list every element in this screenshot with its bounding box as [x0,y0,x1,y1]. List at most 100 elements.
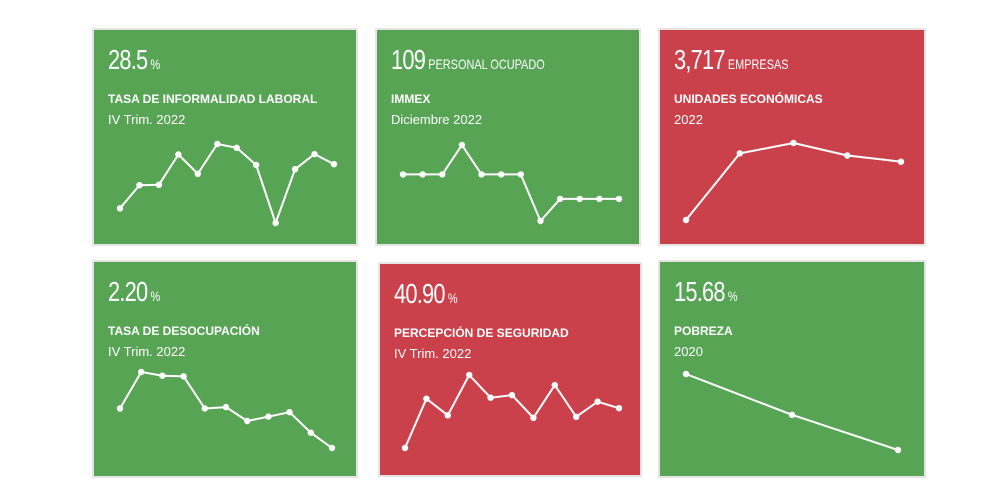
sparkline-chart [682,370,902,454]
series-line [404,374,620,449]
value-number: 3,717 [674,44,726,75]
data-point[interactable] [498,171,505,178]
data-point[interactable] [682,370,690,378]
data-point[interactable] [444,412,451,419]
series-line [403,144,619,222]
indicator-card-percepcion-seguridad[interactable]: 40.90% PERCEPCIÓN DE SEGURIDAD IV Trim. … [378,262,642,477]
data-point[interactable] [155,181,163,188]
indicator-period: Diciembre 2022 [391,112,483,127]
data-point[interactable] [682,216,690,224]
data-point[interactable] [194,170,201,177]
indicator-value: 15.68% [674,276,738,308]
indicator-period: 2022 [674,112,703,127]
data-point[interactable] [439,171,446,178]
data-point[interactable] [517,171,524,178]
data-point[interactable] [537,217,544,225]
value-number: 109 [391,44,426,75]
indicator-card-informalidad[interactable]: 28.5% TASA DE INFORMALIDAD LABORAL IV Tr… [92,28,358,246]
data-point[interactable] [487,394,494,401]
value-unit: PERSONAL OCUPADO [428,56,545,72]
indicator-card-unidades-economicas[interactable]: 3,717 EMPRESAS UNIDADES ECONÓMICAS 2022 [658,28,926,246]
data-point[interactable] [222,403,230,411]
value-unit: % [727,288,738,304]
data-point[interactable] [159,372,166,379]
data-point[interactable] [790,139,797,147]
data-point[interactable] [551,381,558,389]
data-point[interactable] [419,171,426,178]
indicator-value: 3,717 EMPRESAS [674,44,789,76]
sparkline-chart [682,139,905,224]
indicator-period: IV Trim. 2022 [108,112,186,127]
indicator-value: 2.20% [108,276,160,308]
data-point[interactable] [897,158,905,165]
indicator-title: TASA DE DESOCUPACIÓN [108,324,260,338]
sparkline-chart [116,140,338,227]
indicator-value: 109 PERSONAL OCUPADO [391,44,545,76]
indicator-title: UNIDADES ECONÓMICAS [674,92,823,106]
value-number: 15.68 [674,276,726,307]
indicator-period: 2020 [674,344,703,359]
data-point[interactable] [530,414,537,421]
data-point[interactable] [556,195,564,203]
data-point[interactable] [311,150,318,158]
indicator-value: 28.5% [108,44,160,76]
series-line [685,142,902,221]
indicator-card-pobreza[interactable]: 15.68% POBREZA 2020 [658,260,926,478]
data-point[interactable] [244,417,251,425]
sparkline-chart [116,368,336,452]
data-point[interactable] [286,409,293,416]
data-point[interactable] [201,405,208,412]
data-point[interactable] [615,195,623,203]
data-point[interactable] [736,150,743,157]
data-point[interactable] [116,205,124,212]
value-unit: % [150,56,161,72]
indicator-card-immex[interactable]: 109 PERSONAL OCUPADO IMMEX Diciembre 2022 [375,28,641,246]
data-point[interactable] [116,405,124,412]
data-point[interactable] [253,161,260,169]
value-unit: % [447,290,458,306]
indicator-period: IV Trim. 2022 [108,344,186,359]
data-point[interactable] [180,373,187,380]
data-point[interactable] [136,182,143,189]
value-unit: % [150,288,161,304]
data-point[interactable] [330,161,338,168]
indicator-card-desocupacion[interactable]: 2.20% TASA DE DESOCUPACIÓN IV Trim. 2022 [92,260,358,478]
data-point[interactable] [291,166,299,173]
value-number: 40.90 [394,278,446,309]
data-point[interactable] [214,140,221,148]
data-point[interactable] [307,429,314,436]
data-point[interactable] [401,444,409,452]
value-number: 2.20 [108,276,148,307]
indicator-title: POBREZA [674,324,733,338]
indicator-title: TASA DE INFORMALIDAD LABORAL [108,92,318,106]
data-point[interactable] [615,405,623,412]
indicator-title: PERCEPCIÓN DE SEGURIDAD [394,326,569,340]
sparkline-chart [399,141,623,225]
data-point[interactable] [399,171,407,178]
indicator-period: IV Trim. 2022 [394,346,472,361]
data-point[interactable] [596,195,603,203]
data-point[interactable] [844,152,851,159]
data-point[interactable] [265,413,272,420]
data-point[interactable] [788,411,796,418]
data-point[interactable] [233,144,240,151]
data-point[interactable] [466,371,473,379]
data-point[interactable] [508,391,516,399]
indicator-title: IMMEX [391,92,431,106]
data-point[interactable] [138,368,145,376]
data-point[interactable] [576,195,583,203]
data-point[interactable] [328,444,336,452]
data-point[interactable] [423,395,430,402]
data-point[interactable] [478,171,485,178]
data-point[interactable] [594,398,601,405]
indicator-value: 40.90% [394,278,458,310]
data-point[interactable] [894,446,902,454]
sparkline-chart [401,371,623,452]
data-point[interactable] [458,141,466,149]
value-number: 28.5 [108,44,148,75]
data-point[interactable] [175,151,182,158]
data-point[interactable] [573,413,580,420]
series-line [119,143,335,224]
data-point[interactable] [272,219,279,227]
value-unit: EMPRESAS [727,56,789,72]
